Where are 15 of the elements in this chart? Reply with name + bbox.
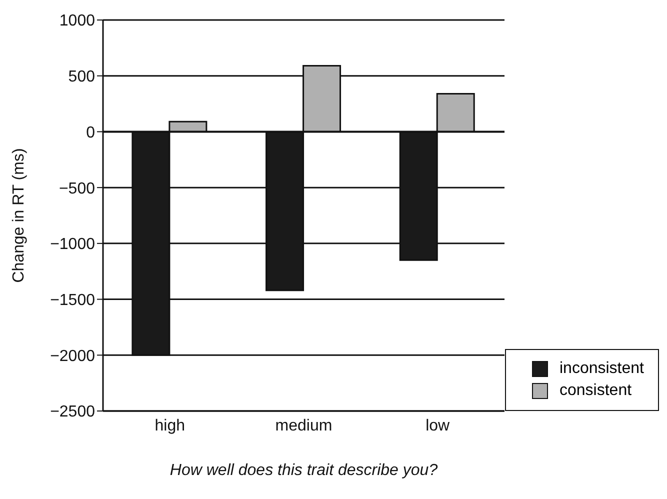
x-tick-label: medium [275,417,332,434]
y-tick-label: 1000 [59,12,96,30]
y-tick-label: 500 [68,68,96,86]
y-axis-title: Change in RT (ms) [10,148,28,283]
y-tick-label: 0 [86,124,96,142]
legend-label: inconsistent [560,360,644,378]
legend-label: consistent [560,382,632,400]
y-tick-label: −1500 [50,292,96,309]
x-tick-label: low [426,417,450,434]
y-tick-label: −2000 [50,348,96,365]
x-tick-label: high [154,417,186,434]
y-tick-label: −2500 [50,404,96,421]
x-axis-title: How well does this trait describe you? [170,462,438,479]
y-tick-label: −500 [58,180,96,198]
y-tick-label: −1000 [50,236,96,254]
